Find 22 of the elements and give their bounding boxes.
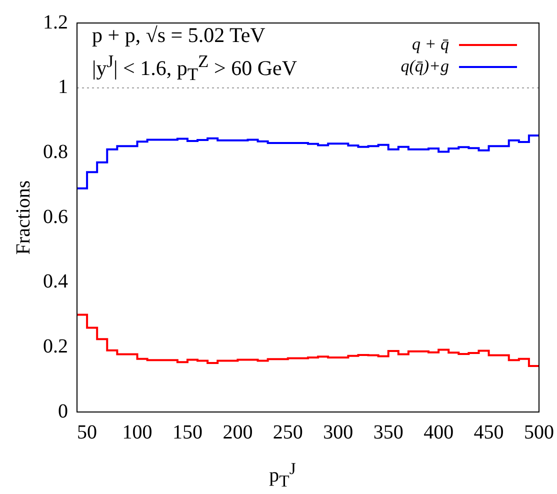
x-tick-label: 450: [474, 421, 504, 444]
x-tick-label: 100: [122, 421, 152, 444]
x-tick-label: 300: [323, 421, 354, 444]
y-tick-label: 0.2: [43, 335, 68, 358]
legend-label: q + q̄: [412, 34, 450, 54]
y-tick-label: 0.8: [43, 140, 68, 163]
legend-label: q(q̄)+g: [400, 56, 449, 76]
y-tick-label: 0.6: [43, 206, 68, 228]
y-tick-label: 0: [58, 400, 68, 422]
x-tick-label: 150: [172, 421, 202, 444]
annotation: |y$^{J}$| < 1.6, p$_{T}$$^{Z}$ > 60 GeV: [92, 50, 297, 86]
x-tick-label: 350: [373, 421, 404, 444]
x-tick-label: 50: [77, 421, 98, 444]
x-tick-label: 200: [222, 421, 253, 444]
y-axis-title: Fractions: [12, 180, 34, 255]
x-tick-label: 400: [424, 421, 454, 444]
y-tick-label: 1.2: [43, 11, 68, 34]
x-tick-label: 250: [272, 421, 303, 444]
y-tick-label: 0.4: [43, 270, 68, 293]
y-tick-label: 1: [58, 76, 68, 98]
x-tick-label: 500: [524, 421, 554, 444]
annotation: p + p, √s = 5.02 TeV: [92, 22, 266, 48]
